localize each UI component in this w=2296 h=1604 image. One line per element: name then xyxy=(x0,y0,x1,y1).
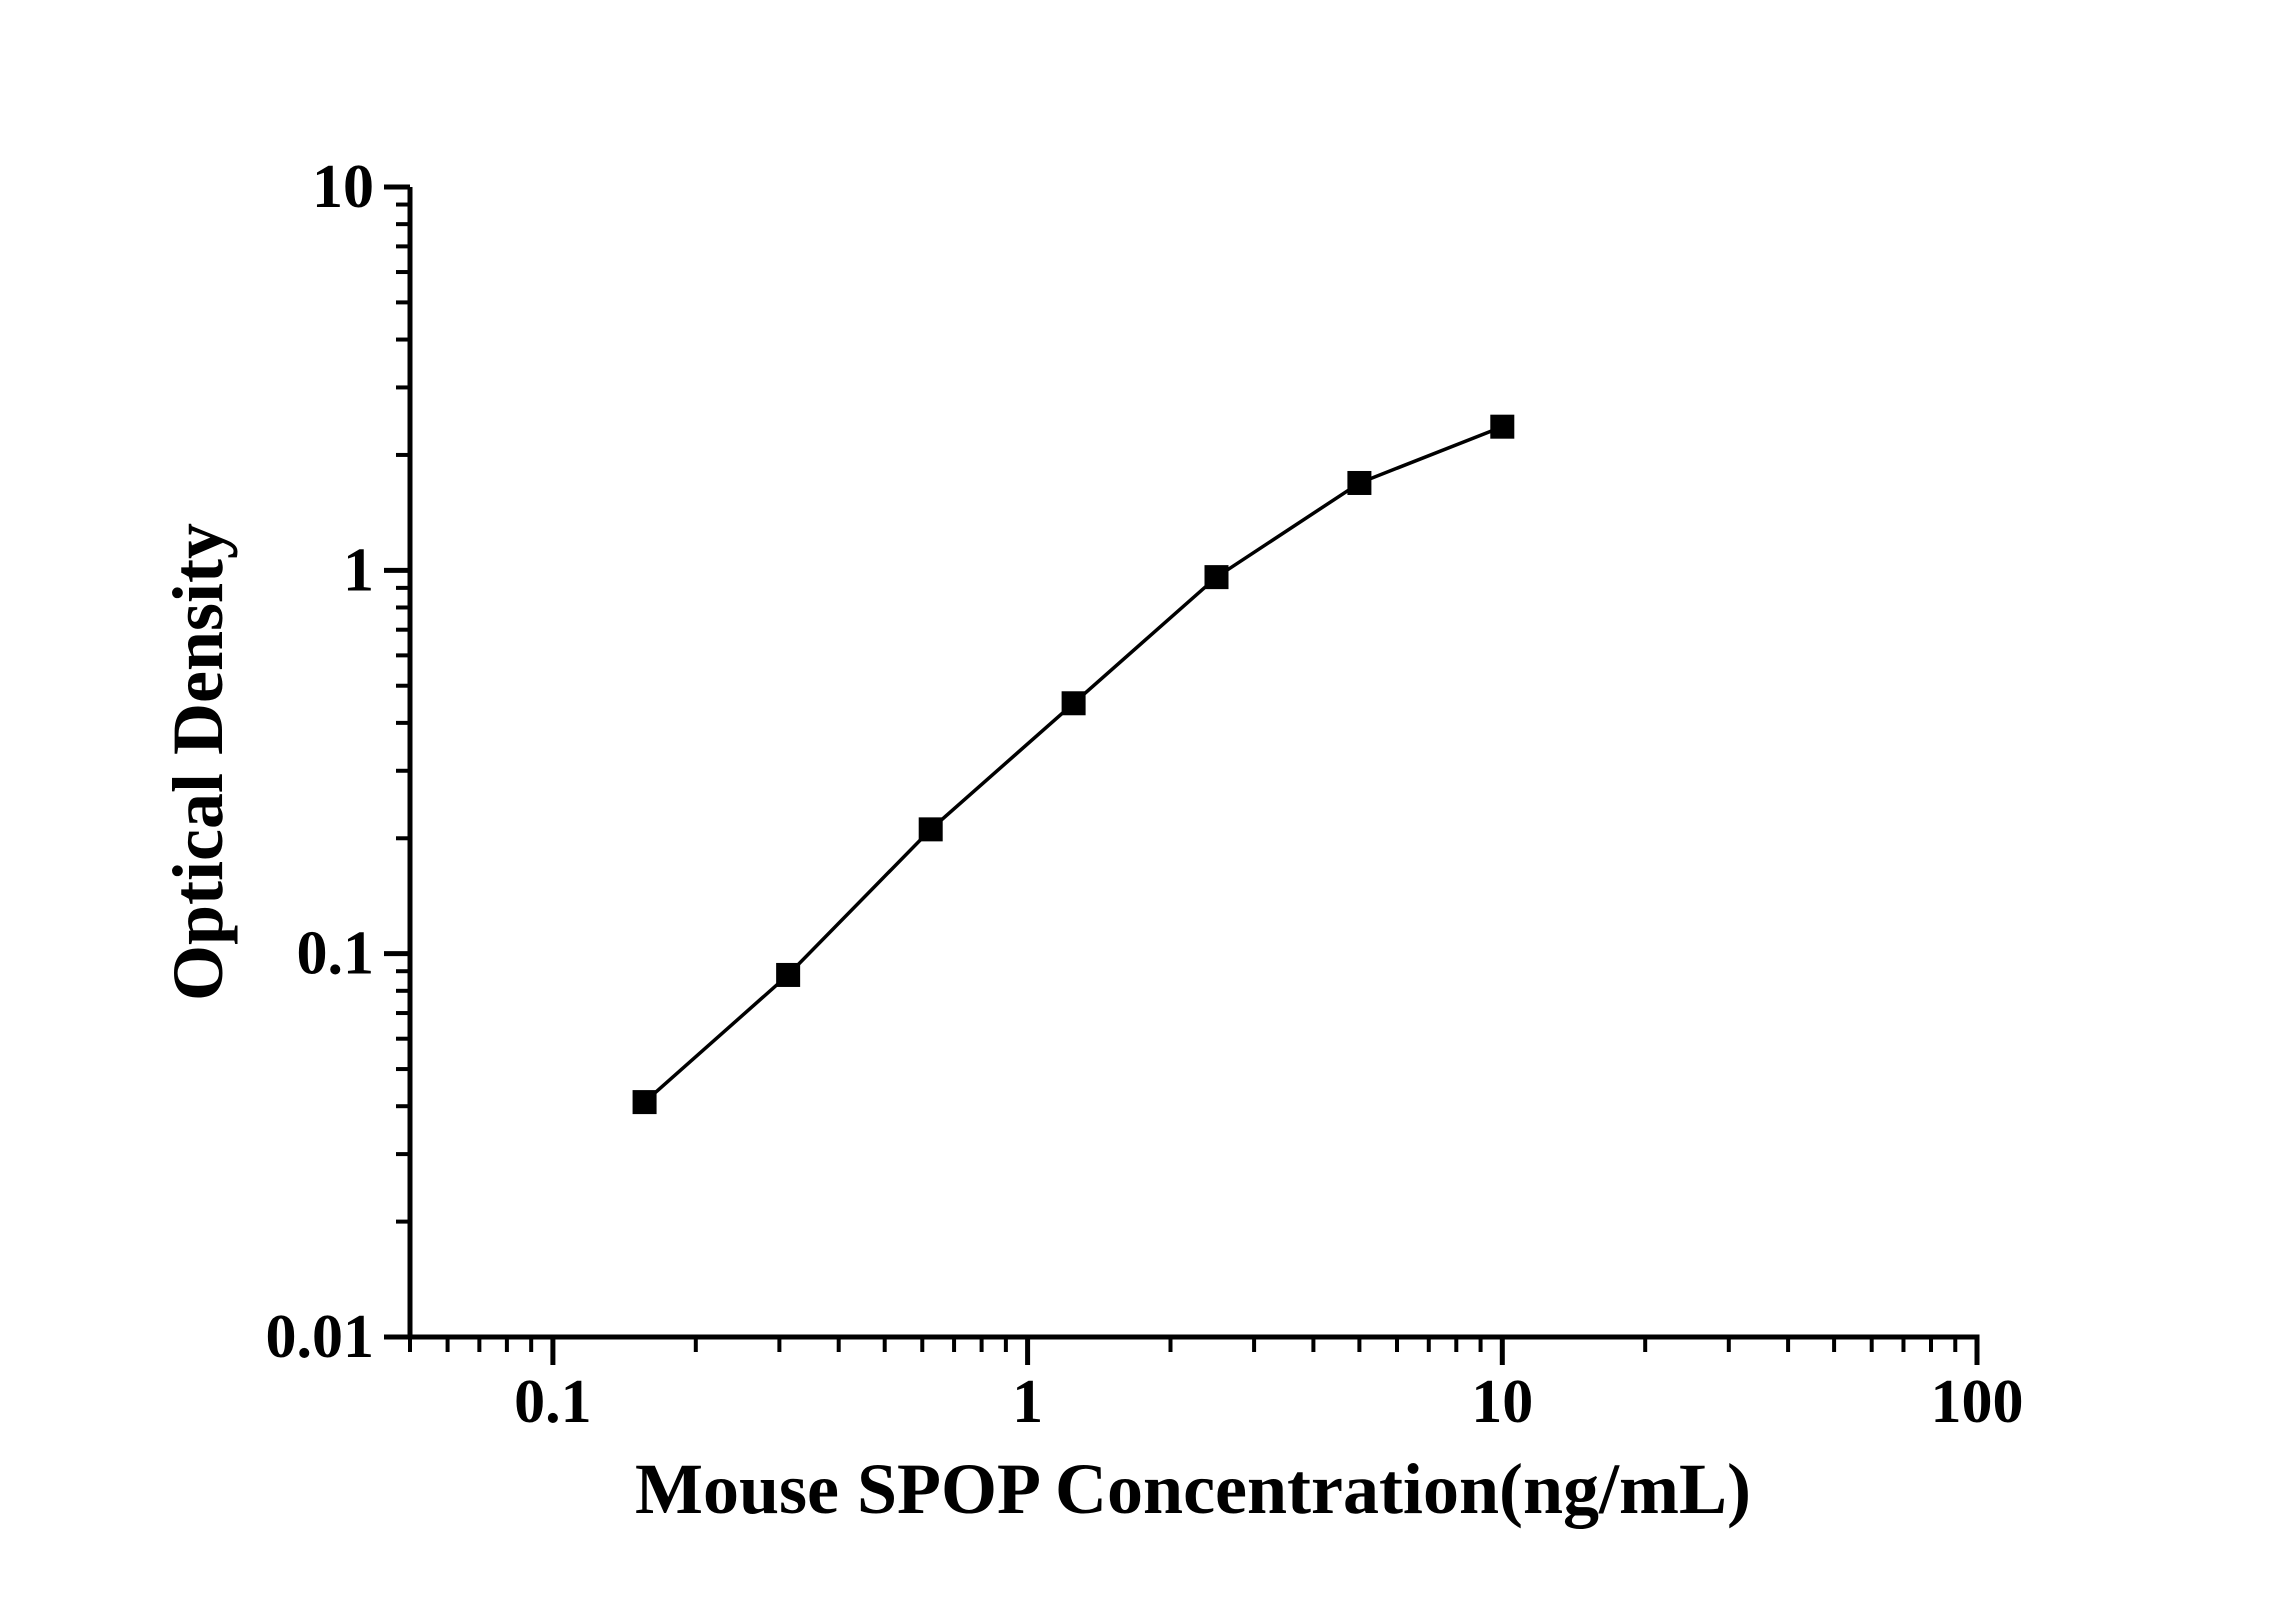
x-tick-label: 100 xyxy=(1931,1368,2024,1436)
y-tick-label: 0.1 xyxy=(297,920,375,988)
y-axis-title: Optical Density xyxy=(158,523,238,1001)
y-tick-label: 1 xyxy=(343,536,374,604)
x-tick-label: 0.1 xyxy=(514,1368,592,1436)
x-axis-title: Mouse SPOP Concentration(ng/mL) xyxy=(635,1449,1751,1529)
axes-layer: 0.1 1 10 100 0.01 0.1 1 10 xyxy=(266,153,2024,1436)
data-point-marker xyxy=(632,1090,657,1115)
y-tick-label: 10 xyxy=(312,153,374,221)
series-layer xyxy=(632,414,1515,1115)
standard-curve-line xyxy=(643,425,1503,1104)
data-point-marker xyxy=(776,962,801,987)
data-point-marker xyxy=(918,817,943,842)
data-point-marker xyxy=(1204,565,1229,590)
y-tick-label: 0.01 xyxy=(266,1303,375,1371)
data-point-marker xyxy=(1490,414,1515,439)
x-tick-label: 1 xyxy=(1012,1368,1043,1436)
data-point-marker xyxy=(1061,691,1086,716)
x-tick-label: 10 xyxy=(1471,1368,1533,1436)
data-point-marker xyxy=(1347,470,1372,495)
